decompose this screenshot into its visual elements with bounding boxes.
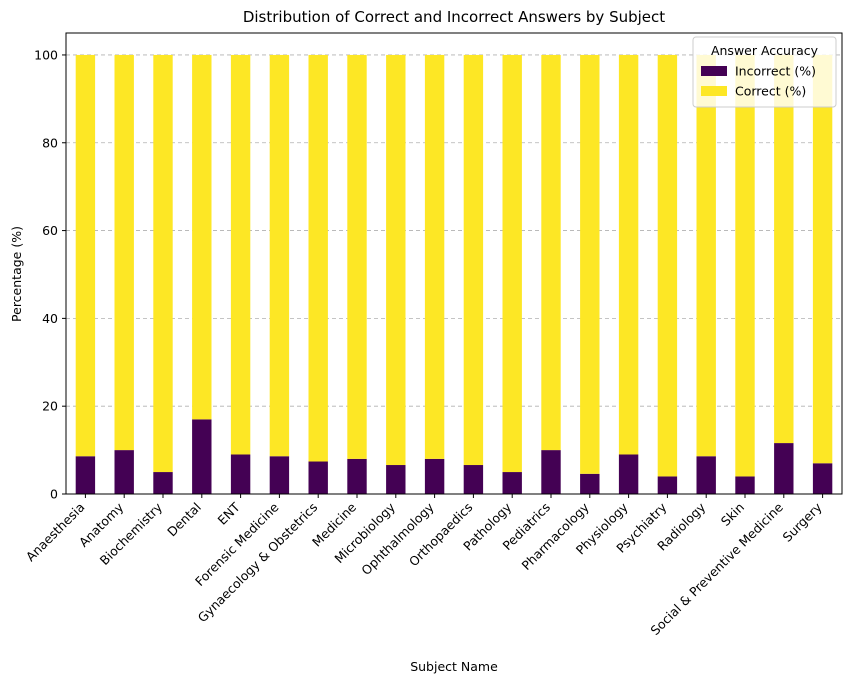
chart-title: Distribution of Correct and Incorrect An… [243, 8, 665, 26]
bar-correct [463, 54, 484, 466]
bar-correct [696, 54, 716, 457]
y-tick-label: 20 [42, 399, 58, 414]
bar-incorrect [735, 476, 755, 494]
bar-incorrect [269, 456, 290, 494]
bar-incorrect [774, 443, 794, 494]
y-tick-label: 40 [42, 311, 58, 326]
bar-incorrect [424, 458, 445, 494]
x-tick-label: Surgery [779, 499, 825, 545]
bar-correct [75, 54, 96, 457]
bar-incorrect [618, 454, 639, 494]
bars [75, 54, 833, 494]
bar-correct [230, 54, 251, 455]
bar-incorrect [153, 472, 173, 494]
bar-correct [774, 54, 794, 444]
bar-correct [386, 54, 406, 466]
bar-incorrect [308, 461, 328, 494]
legend-box [692, 36, 837, 108]
bar-correct [269, 54, 290, 457]
y-axis-ticks: 0 20 40 60 80 100 [34, 47, 66, 502]
bar-incorrect [75, 456, 96, 494]
bar-incorrect [696, 456, 716, 494]
x-axis-label: Subject Name [410, 659, 498, 674]
bar-correct [308, 54, 328, 462]
plot-area-frame [65, 32, 843, 495]
bar-incorrect [541, 450, 561, 494]
x-tick-label: Dental [164, 500, 204, 540]
legend-label: Incorrect (%) [735, 64, 816, 79]
bar-correct [153, 54, 173, 473]
x-tick-label: Pharmacology [518, 499, 592, 573]
legend-label: Correct (%) [735, 84, 806, 99]
bar-incorrect [657, 476, 678, 494]
x-tick-label: Social & Preventive Medicine [647, 499, 786, 638]
bar-correct [347, 54, 367, 459]
legend-swatch [701, 66, 727, 76]
x-tick-label: Skin [718, 500, 747, 529]
x-tick-label: Anaesthesia [23, 500, 88, 565]
bar-incorrect [347, 458, 367, 494]
legend-title: Answer Accuracy [711, 43, 819, 58]
bar-correct [541, 54, 561, 451]
y-tick-label: 0 [50, 487, 58, 502]
bar-correct [812, 54, 833, 464]
bar-incorrect [580, 473, 600, 494]
bar-correct [580, 54, 600, 474]
x-tick-label: ENT [215, 499, 243, 527]
legend: Answer Accuracy Incorrect (%) Correct (%) [692, 36, 837, 108]
bar-incorrect [812, 463, 833, 494]
legend-swatch [701, 86, 727, 96]
bar-correct [657, 54, 678, 477]
bar-correct [192, 54, 212, 420]
bar-incorrect [230, 454, 251, 494]
bar-correct [618, 54, 639, 455]
bar-incorrect [463, 465, 484, 494]
y-axis-label: Percentage (%) [9, 226, 24, 322]
y-tick-label: 80 [42, 135, 58, 150]
bar-incorrect [386, 465, 406, 494]
bar-correct [735, 54, 755, 477]
grid-lines [66, 54, 842, 495]
bar-incorrect [114, 450, 134, 494]
bar-incorrect [502, 472, 522, 494]
bar-correct [114, 54, 134, 451]
y-tick-label: 60 [42, 223, 58, 238]
bar-correct [502, 54, 522, 473]
bar-incorrect [192, 419, 212, 494]
y-tick-label: 100 [34, 47, 58, 62]
bar-correct [424, 54, 445, 459]
